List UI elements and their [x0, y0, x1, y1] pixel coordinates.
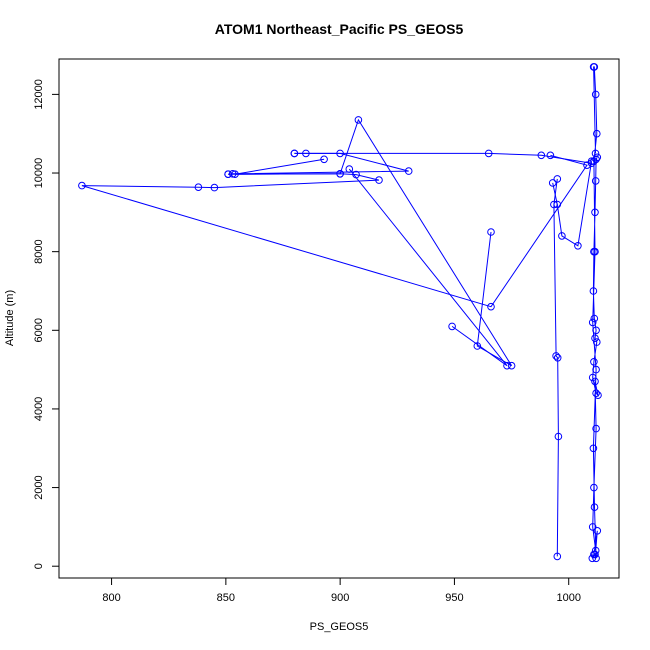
- data-point: [591, 546, 600, 555]
- data-point: [487, 228, 495, 236]
- data-point: [550, 200, 558, 209]
- x-tick-label: 900: [331, 592, 349, 604]
- data-point: [590, 314, 599, 323]
- data-point: [592, 389, 600, 398]
- x-tick-label: 850: [217, 592, 235, 604]
- y-tick-label: 8000: [33, 239, 45, 263]
- data-point: [591, 377, 599, 386]
- data-point: [320, 155, 328, 164]
- data-point: [507, 361, 516, 370]
- data-point: [375, 176, 383, 184]
- data-point: [78, 181, 86, 190]
- data-point: [554, 432, 563, 441]
- data-point: [591, 334, 599, 343]
- y-tick-label: 2000: [33, 475, 45, 499]
- series-line-8: [553, 178, 559, 557]
- data-point: [587, 159, 596, 167]
- y-tick-label: 4000: [33, 397, 45, 421]
- data-point: [290, 149, 299, 158]
- y-axis-label: Altitude (m): [4, 290, 16, 346]
- data-point: [593, 527, 602, 535]
- data-point: [302, 149, 310, 158]
- data-point: [593, 129, 601, 138]
- data-point: [592, 326, 600, 335]
- data-point: [591, 149, 600, 158]
- data-point: [587, 157, 596, 165]
- data-point: [592, 424, 600, 433]
- data-point: [588, 373, 597, 382]
- x-tick-label: 800: [102, 592, 120, 604]
- data-point: [583, 161, 591, 169]
- chart-title: ATOM1 Northeast_Pacific PS_GEOS5: [215, 21, 464, 37]
- data-point: [552, 352, 560, 360]
- data-point: [574, 242, 582, 250]
- data-point: [345, 165, 354, 173]
- plot-frame: [58, 58, 620, 579]
- y-tick-label: 12000: [33, 79, 45, 110]
- data-point: [404, 167, 413, 175]
- series-line-6: [552, 161, 593, 247]
- x-axis: 800 850 900 950 1000: [102, 577, 581, 604]
- data-point: [592, 155, 600, 164]
- data-point: [548, 179, 557, 187]
- data-point: [210, 183, 219, 192]
- series-lines: [81, 66, 599, 559]
- x-tick-label: 950: [445, 592, 463, 604]
- y-tick-label: 6000: [33, 318, 45, 342]
- data-point: [589, 444, 598, 453]
- data-point: [194, 183, 203, 191]
- data-point: [592, 554, 600, 563]
- data-point: [487, 302, 495, 311]
- data-point: [591, 550, 599, 559]
- plot-area: [78, 63, 602, 563]
- data-point: [546, 151, 555, 160]
- y-tick-label: 10000: [33, 158, 45, 189]
- data-point: [591, 90, 600, 99]
- data-point: [553, 175, 562, 183]
- data-point: [591, 177, 600, 185]
- data-point: [231, 170, 239, 178]
- data-point: [589, 63, 598, 71]
- data-point: [448, 322, 456, 331]
- data-point: [352, 170, 360, 179]
- data-point: [354, 116, 363, 124]
- data-point: [558, 232, 566, 240]
- series-line-4: [228, 118, 513, 367]
- series-line-7: [348, 168, 508, 367]
- data-point: [590, 358, 598, 366]
- data-point: [594, 391, 602, 400]
- data-point: [593, 338, 601, 346]
- data-point: [553, 200, 562, 209]
- data-point: [590, 503, 599, 512]
- data-point: [590, 157, 598, 165]
- data-point: [591, 208, 599, 217]
- data-point: [588, 554, 597, 563]
- data-point: [589, 287, 598, 295]
- y-axis: 0 2000 4000 6000 8000 10000 12000: [33, 79, 60, 569]
- x-axis-label: PS_GEOS5: [310, 621, 369, 633]
- data-point: [484, 149, 493, 158]
- data-point: [473, 342, 482, 350]
- data-point: [590, 483, 598, 492]
- data-point: [588, 318, 597, 327]
- x-tick-label: 1000: [556, 592, 580, 604]
- data-point: [588, 523, 597, 531]
- data-point: [553, 354, 562, 362]
- data-point: [503, 361, 511, 370]
- y-tick-label: 0: [33, 563, 45, 569]
- data-point: [336, 149, 344, 158]
- data-point: [592, 365, 600, 374]
- data-point: [537, 151, 546, 160]
- data-point: [591, 247, 599, 256]
- series-line-5: [81, 154, 588, 308]
- series-line-1: [591, 66, 599, 559]
- data-point: [553, 552, 562, 561]
- data-point: [336, 170, 344, 178]
- series-points: [78, 63, 602, 563]
